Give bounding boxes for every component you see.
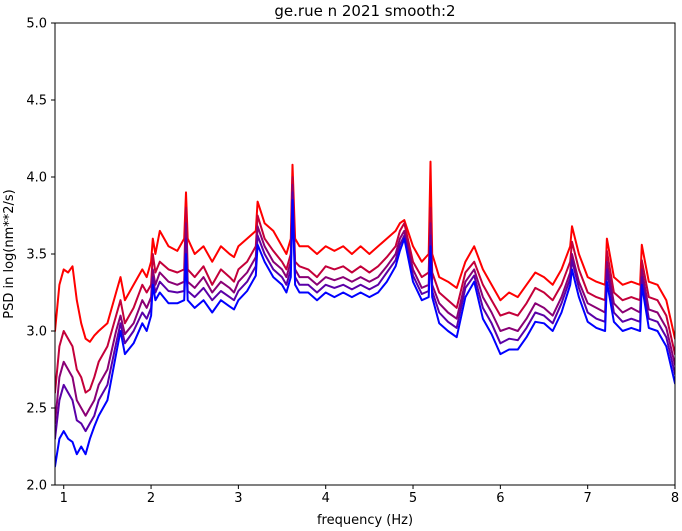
x-tick-label: 5 — [409, 491, 417, 506]
y-axis-title: PSD in log(nm**2/s) — [2, 189, 17, 319]
x-tick-label: 3 — [234, 491, 242, 506]
y-tick-label: 4.0 — [26, 171, 47, 186]
chart-title: ge.rue n 2021 smooth:2 — [274, 2, 455, 20]
x-tick-label: 7 — [584, 491, 592, 506]
y-tick-label: 2.0 — [26, 479, 47, 494]
series-line-5 — [55, 199, 675, 468]
series-line-4 — [55, 191, 675, 440]
series-line-3 — [55, 183, 675, 425]
x-axis-title: frequency (Hz) — [317, 513, 413, 528]
x-tick-label: 4 — [322, 491, 330, 506]
x-tick-label: 8 — [671, 491, 679, 506]
y-tick-label: 4.5 — [26, 94, 47, 109]
series-group — [55, 160, 675, 468]
x-tick-label: 1 — [60, 491, 68, 506]
y-tick-label: 3.5 — [26, 248, 47, 263]
y-tick-label: 5.0 — [26, 17, 47, 32]
series-line-1 — [55, 160, 675, 343]
y-tick-label: 3.0 — [26, 325, 47, 340]
y-tick-label: 2.5 — [26, 402, 47, 417]
series-line-2 — [55, 176, 675, 394]
x-tick-label: 2 — [147, 491, 155, 506]
y-axis: 2.0 2.5 3.0 3.5 4.0 4.5 5.0 — [26, 17, 55, 494]
x-axis: 1 2 3 4 5 6 7 8 — [60, 485, 679, 506]
x-tick-label: 6 — [496, 491, 504, 506]
